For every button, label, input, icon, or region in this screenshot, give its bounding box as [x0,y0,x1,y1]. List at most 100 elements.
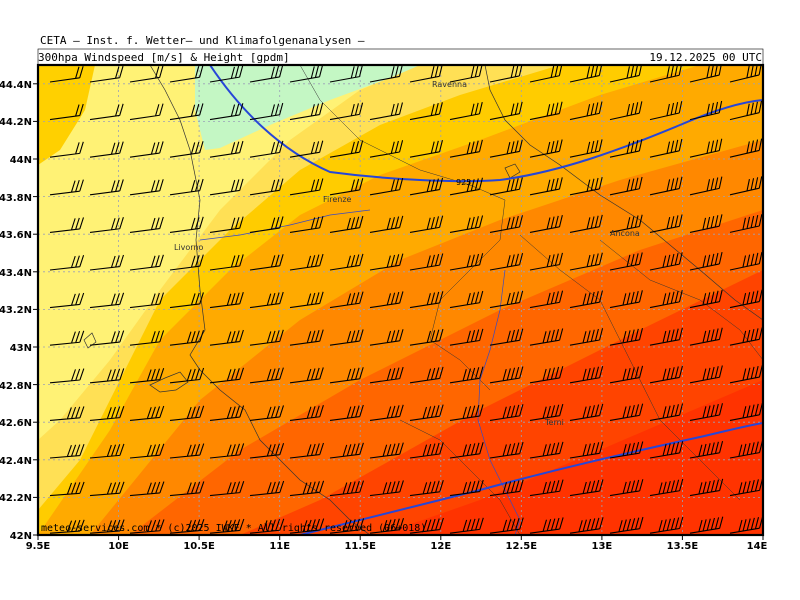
wind-barb [369,480,404,497]
lat-label: 42.6N [0,418,32,429]
elba-island [149,371,189,393]
city-ravenna: Ravenna [432,80,467,89]
wind-barb [729,100,763,121]
wind-barb [369,291,404,309]
wind-barb [409,253,444,271]
wind-barb [689,176,723,196]
wind-barb [768,365,800,383]
wind-barb [209,367,245,384]
wind-barb [409,139,443,158]
wind-barb [369,177,404,196]
wind-barb [768,441,800,458]
wind-barb [209,443,245,459]
wind-barb [249,216,284,233]
wind-barb [489,517,524,534]
wind-barb [49,368,85,384]
lon-label: 12.5E [506,541,538,552]
wind-barb [649,403,684,421]
wind-barb [569,177,603,196]
wind-barb [569,403,604,421]
wind-barb [729,440,763,459]
wind-barb [768,214,800,232]
lat-label: 42.2N [0,493,32,504]
wind-barb [129,368,165,384]
wind-barb [729,214,763,233]
wind-barb [49,444,85,459]
wind-barb [329,442,364,459]
wind-barb [449,177,483,196]
wind-barb [289,442,325,459]
wind-barb [569,441,604,459]
wind-barb [649,252,683,271]
wind-barb [569,365,604,384]
wind-barb [369,404,404,421]
wind-barb [529,328,564,346]
wind-barb [489,215,523,233]
lat-axis [33,83,38,536]
wind-barb [169,292,204,309]
wind-barb [249,291,284,309]
wind-barb [649,441,684,459]
wind-barb [409,517,444,534]
wind-barb [209,329,244,346]
wind-barb [449,442,484,459]
contour-south [299,422,763,535]
wind-barb [89,103,124,121]
wind-barb [489,139,523,158]
city-labels: Ravenna Firenze Livorno Ancona Terni [174,80,640,427]
wind-barb [609,214,643,233]
wind-barb [49,103,84,121]
wind-barb [249,102,284,121]
region-border-5 [399,419,521,535]
wind-barb [729,327,763,346]
wind-barb [729,138,763,158]
wind-barb [569,517,604,534]
wind-barb [369,518,405,534]
wind-barb [409,442,444,459]
wind-barb [329,480,365,497]
wind-barb [409,102,443,121]
wind-barb [129,481,165,497]
wind-barb [169,481,205,497]
wind-barb [609,516,644,534]
wind-barb [249,405,285,421]
wind-barb [289,102,324,121]
wind-barb [729,289,763,309]
wind-barb [289,329,324,346]
wind-barb [529,177,563,196]
wind-barb [489,479,524,497]
wind-barb [289,405,324,421]
wind-barb [129,179,164,196]
wind-barb [89,254,125,271]
wind-barb [89,179,124,196]
wind-barb [129,519,165,534]
wind-barb [49,406,85,421]
contour-925-label: 925 [456,178,471,187]
wind-barb [369,329,404,346]
wind-barb [89,330,125,346]
wind-barb [209,65,244,83]
wind-barb [729,251,763,271]
wind-barb [329,253,364,271]
wind-barb [529,517,564,534]
wind-barb [129,405,165,421]
wind-barb [89,519,125,534]
wind-barb [569,252,603,271]
wind-barb [289,140,324,158]
wind-barb [289,367,324,384]
wind-barb [489,252,524,271]
lat-label: 43.8N [0,193,32,204]
adriatic-coastline [484,65,763,321]
wind-barb [529,366,564,384]
wind-barb [649,516,684,534]
wind-barb [529,65,563,83]
wind-barb [768,327,800,345]
wind-barb [209,292,244,309]
wind-barb [289,480,325,497]
wind-barb [689,478,724,497]
wind-barb [209,518,245,534]
wind-barb [409,328,444,346]
wind-barb [649,365,683,384]
wind-barb [689,100,723,121]
